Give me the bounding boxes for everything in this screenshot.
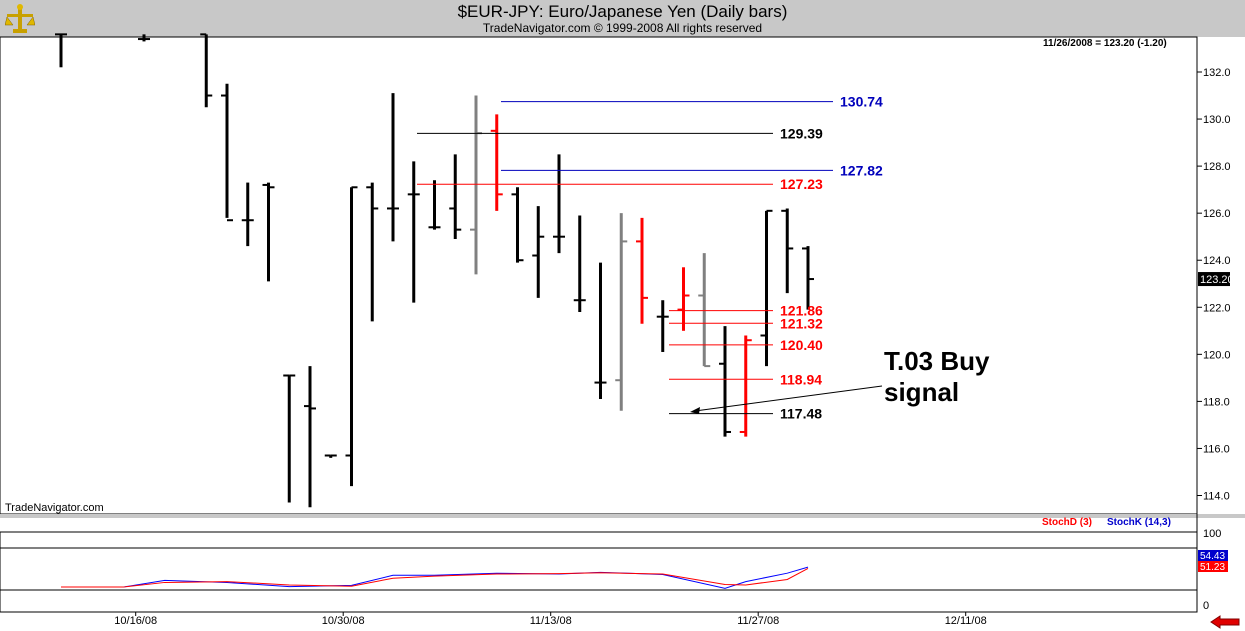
level-label: 129.39 xyxy=(780,125,823,141)
stoch-d-value-box xyxy=(1198,561,1228,572)
ohlc-bar xyxy=(304,366,316,508)
ohlc-bar xyxy=(407,161,420,303)
y-tick-label: 132.0 xyxy=(1203,67,1231,79)
level-label: 117.48 xyxy=(780,406,822,422)
stoch-tick-label: 100 xyxy=(1203,528,1221,540)
y-tick-label: 120.0 xyxy=(1203,349,1231,361)
y-tick-label: 116.0 xyxy=(1203,443,1230,455)
ohlc-bar xyxy=(138,34,150,42)
ohlc-bar xyxy=(200,33,213,108)
level-label: 121.32 xyxy=(780,315,823,331)
ohlc-bar xyxy=(573,215,586,312)
ohlc-bar xyxy=(677,267,690,331)
y-tick-label: 126.0 xyxy=(1203,208,1231,220)
ohlc-bar xyxy=(387,93,399,242)
annotation-line-1: T.03 Buy xyxy=(884,346,990,376)
stoch-k-legend: StochK (14,3) xyxy=(1107,517,1171,528)
y-tick-label: 128.0 xyxy=(1203,161,1231,173)
ohlc-bar xyxy=(345,186,358,487)
ohlc-bar xyxy=(802,246,814,310)
y-tick-label: 124.0 xyxy=(1203,255,1231,267)
level-label: 130.74 xyxy=(840,94,883,110)
y-tick-label: 130.0 xyxy=(1203,114,1231,126)
ohlc-bar xyxy=(532,206,545,298)
last-price-info: 11/26/2008 = 123.20 (-1.20) xyxy=(1043,38,1167,49)
ohlc-bar xyxy=(698,253,711,368)
trade-navigator-logo-icon xyxy=(5,4,35,33)
x-tick-label: 11/27/08 xyxy=(737,615,779,627)
ohlc-bar xyxy=(511,187,524,263)
y-tick-label: 114.0 xyxy=(1203,491,1230,503)
ohlc-bar xyxy=(324,454,337,458)
ohlc-bar xyxy=(656,300,669,352)
y-tick-label: 118.0 xyxy=(1203,396,1230,408)
level-label: 118.94 xyxy=(780,371,822,387)
ohlc-bar xyxy=(615,213,628,411)
buy-signal-annotation: T.03 Buy signal xyxy=(884,346,1084,408)
watermark: TradeNavigator.com xyxy=(5,502,104,514)
title-bar xyxy=(0,0,1245,37)
nav-arrow-left-icon[interactable] xyxy=(1210,615,1240,629)
annotation-line-2: signal xyxy=(884,377,960,407)
ohlc-bar xyxy=(739,335,752,437)
price-panel xyxy=(0,36,1198,515)
last-price-box xyxy=(1198,272,1230,287)
x-tick-label: 10/30/08 xyxy=(322,615,365,627)
ohlc-bar xyxy=(449,154,462,240)
level-label: 120.40 xyxy=(780,337,823,353)
ohlc-bar xyxy=(241,182,254,247)
stoch-tick-label: 0 xyxy=(1203,600,1209,612)
stoch-k-value: 54.43 xyxy=(1200,551,1225,562)
y-tick-label: 122.0 xyxy=(1203,302,1231,314)
ohlc-bar xyxy=(55,33,67,68)
ohlc-bar xyxy=(283,374,296,503)
chart-title: $EUR-JPY: Euro/Japanese Yen (Daily bars) xyxy=(457,2,788,21)
x-tick-label: 12/11/08 xyxy=(945,615,987,627)
ohlc-bar xyxy=(760,209,773,367)
ohlc-bar xyxy=(636,217,648,324)
last-price-label: 123.20 xyxy=(1200,274,1234,286)
stoch-d-legend: StochD (3) xyxy=(1042,517,1092,528)
stoch-k-value-box xyxy=(1198,550,1228,561)
chart-subtitle: TradeNavigator.com © 1999-2008 All right… xyxy=(482,21,763,35)
annotation-arrow xyxy=(694,385,883,412)
ohlc-bar xyxy=(594,262,607,400)
ohlc-bar xyxy=(366,182,379,322)
level-label: 121.86 xyxy=(780,303,823,319)
ohlc-bar xyxy=(490,114,503,211)
ohlc-bar xyxy=(428,180,441,230)
level-label: 127.23 xyxy=(780,176,823,192)
level-label: 127.82 xyxy=(840,162,883,178)
x-tick-label: 11/13/08 xyxy=(530,615,572,627)
ohlc-bar xyxy=(262,182,275,282)
x-tick-label: 10/16/08 xyxy=(114,615,157,627)
ohlc-bar xyxy=(781,208,794,294)
ohlc-bar xyxy=(221,83,233,222)
annotation-arrowhead xyxy=(690,407,700,414)
stoch-d-line xyxy=(61,568,809,588)
stoch-d-value: 51.23 xyxy=(1200,562,1225,573)
